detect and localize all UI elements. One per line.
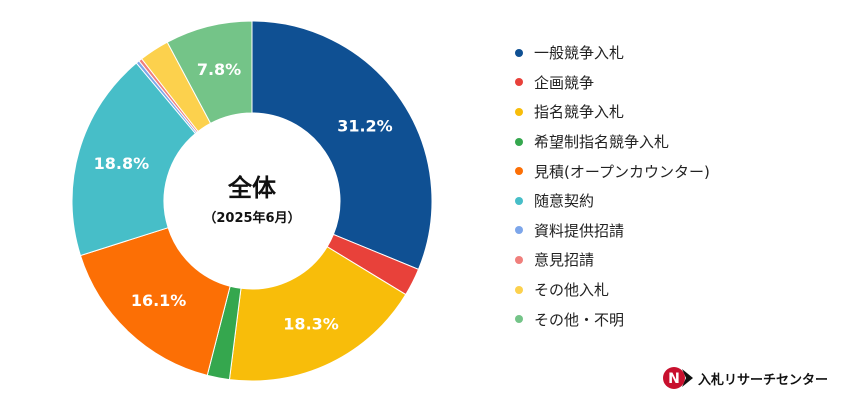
data-labels-group: 31.2% 18.3% 16.1% 18.8% 7.8% [94, 60, 393, 333]
legend-label: 希望制指名競争入札 [534, 133, 670, 152]
data-label-3: 18.3% [283, 315, 339, 334]
legend-item: 意見招請 [515, 245, 710, 275]
center-title: 全体 [227, 174, 277, 202]
legend-marker [515, 167, 523, 176]
data-label-6: 18.8% [94, 154, 150, 173]
legend-item: 希望制指名競争入札 [515, 127, 710, 157]
legend-marker [515, 315, 523, 324]
legend-label: その他入札 [534, 281, 610, 300]
legend-label: その他・不明 [534, 310, 625, 329]
legend-item: 企画競争 [515, 68, 710, 98]
donut-hole [164, 113, 340, 289]
legend-item: その他・不明 [515, 304, 710, 334]
legend-label: 資料提供招請 [534, 221, 625, 240]
legend: 一般競争入札 企画競争指名競争入札希望制指名競争入札見積(オープンカウンター) 随意… [515, 38, 710, 334]
legend-label: 見積(オープンカウンター) [534, 162, 710, 181]
legend-item: 指名競争入札 [515, 97, 710, 127]
legend-marker [515, 137, 523, 146]
legend-label: 随意契約 [534, 192, 595, 211]
legend-item: 一般競争入札 [515, 38, 710, 68]
legend-label: 意見招請 [534, 251, 595, 270]
data-label-10: 7.8% [197, 60, 241, 79]
legend-label: 指名競争入札 [534, 103, 625, 122]
legend-item: その他入札 [515, 275, 710, 305]
data-label-5: 16.1% [131, 291, 187, 310]
legend-label: 企画競争 [534, 73, 595, 92]
legend-marker [515, 107, 523, 116]
center-subtitle: （2025年6月） [203, 210, 300, 226]
data-label-1: 31.2% [337, 116, 393, 135]
legend-marker [515, 196, 523, 205]
legend-label: 一般競争入札 [534, 44, 625, 63]
nr-logo-icon: N [663, 367, 693, 389]
brand-logo: N 入札リサーチセンター [662, 366, 828, 390]
legend-marker [515, 226, 523, 235]
brand-name: 入札リサーチセンター [698, 372, 829, 388]
legend-marker [515, 78, 523, 87]
legend-item: 見積(オープンカウンター) [515, 156, 710, 186]
legend-item: 随意契約 [515, 186, 710, 216]
logo-letter: N [668, 371, 680, 387]
legend-marker [515, 285, 523, 294]
legend-marker [515, 48, 523, 57]
legend-marker [515, 255, 523, 264]
legend-item: 資料提供招請 [515, 216, 710, 246]
